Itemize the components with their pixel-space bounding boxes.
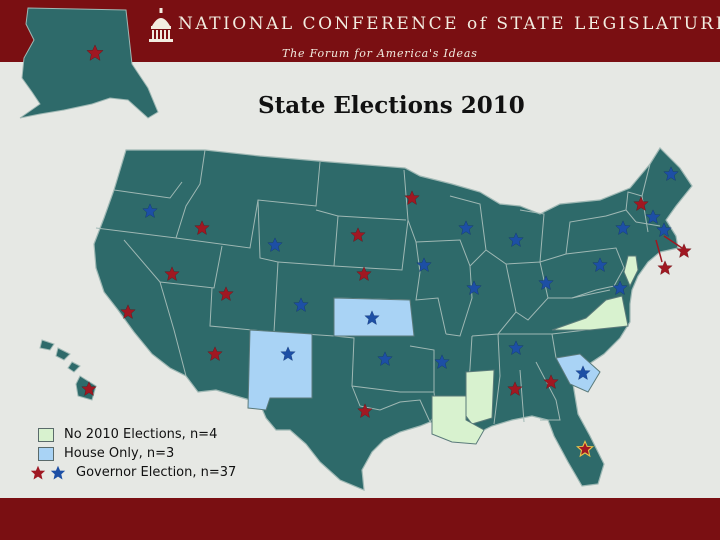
state-new-jersey-no-election [623,255,639,288]
legend-item-house-only: House Only, n=3 [30,444,236,463]
legend-star-pair [30,465,70,481]
legend-item-governor: Governor Election, n=37 [30,463,236,482]
map-legend: No 2010 Elections, n=4 House Only, n=3 G… [30,425,236,482]
footer-banner [0,498,720,540]
tagline: The Forum for America's Ideas [282,47,478,60]
state-virginia-no-election [551,295,629,331]
state-south-carolina-house-only [555,353,601,393]
legend-label-house-only: House Only, n=3 [64,446,175,461]
state-new-mexico-house-only [247,329,313,411]
connector-lines [655,235,683,263]
legend-label-governor: Governor Election, n=37 [76,465,237,480]
legend-item-no-elections: No 2010 Elections, n=4 [30,425,236,444]
legend-swatch-no-elections [38,427,54,442]
legend-red-star-icon [30,465,46,480]
state-louisiana-no-election [431,395,485,445]
state-alaska [19,7,159,119]
legend-blue-star-icon [50,465,66,480]
capitol-dome-icon [149,8,173,42]
org-title: NATIONAL CONFERENCE of STATE LEGISLATURE… [178,14,720,34]
star-connecticut [657,260,673,275]
state-mississippi-no-election [465,369,495,425]
legend-swatch-house-only [38,446,54,461]
legend-label-no-elections: No 2010 Elections, n=4 [64,427,218,442]
map-title: State Elections 2010 [258,92,525,119]
